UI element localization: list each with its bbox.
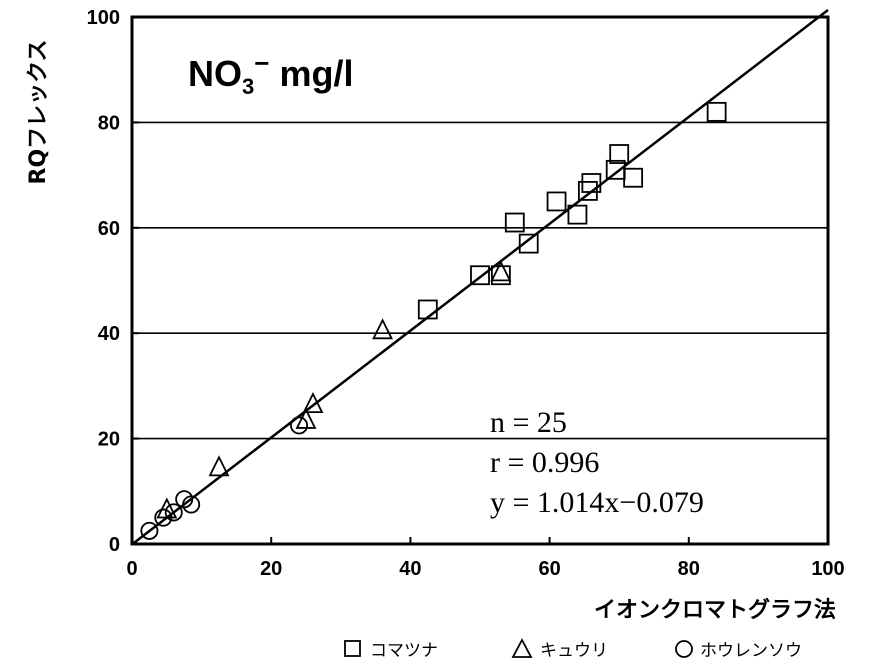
gridlines — [132, 121, 828, 440]
legend-label-horenso: ホウレンソウ — [700, 641, 802, 661]
x-tick-label-80: 80 — [678, 558, 700, 580]
triangle-point-3 — [372, 318, 394, 340]
square-point-12 — [706, 101, 727, 122]
title-main: NO — [188, 53, 242, 94]
title-unit: mg/l — [269, 53, 353, 94]
y-axis-label: RQフレックス — [26, 40, 51, 185]
y-tick-label-20: 20 — [98, 429, 120, 451]
square-point-1 — [470, 265, 490, 286]
legend-circle-icon — [675, 640, 693, 658]
legend-label-komatsuna: コマツナ — [370, 641, 438, 661]
triangle-point-0 — [208, 455, 230, 477]
square-point-6 — [567, 204, 588, 225]
x-tick-label-40: 40 — [399, 558, 421, 580]
circle-point-4 — [182, 495, 201, 514]
chart-title: NO3− mg/l — [188, 48, 353, 99]
circle-point-0 — [140, 521, 159, 540]
annotation-n: n = 25 — [490, 406, 567, 439]
square-point-10 — [609, 144, 630, 164]
regression-line — [131, 9, 829, 546]
legend-label-kyuri: キュウリ — [540, 641, 608, 661]
circle-point-1 — [154, 508, 173, 527]
square-point-4 — [518, 233, 539, 254]
x-tick-label-20: 20 — [260, 558, 282, 580]
square-point-0 — [417, 299, 438, 320]
y-tick-label-100: 100 — [87, 7, 120, 29]
title-superscript: − — [254, 48, 269, 78]
plot-frame — [130, 15, 830, 546]
annotation-equation: y = 1.014x−0.079 — [490, 486, 704, 519]
title-subscript: 3 — [242, 74, 254, 99]
data-points — [140, 101, 727, 540]
triangle-point-4 — [490, 260, 512, 282]
y-tick-label-80: 80 — [98, 112, 120, 134]
square-point-7 — [577, 181, 598, 201]
x-tick-label-100: 100 — [811, 558, 844, 580]
circle-point-2 — [164, 503, 183, 522]
square-point-5 — [546, 191, 567, 212]
square-point-3 — [504, 212, 525, 233]
annotation-r: r = 0.996 — [490, 446, 599, 479]
ticks: 0 20 40 60 80 100 0 20 40 60 80 100 — [87, 7, 845, 580]
legend-triangle-icon — [511, 638, 533, 658]
x-tick-label-0: 0 — [126, 558, 137, 580]
x-axis-label: イオンクロマトグラフ法 — [594, 597, 836, 623]
y-tick-label-0: 0 — [109, 534, 120, 556]
legend: コマツナ キュウリ ホウレンソウ — [344, 638, 802, 661]
legend-square-icon — [344, 640, 361, 657]
y-tick-label-40: 40 — [98, 323, 120, 345]
triangle-point-2 — [302, 391, 324, 414]
square-point-11 — [623, 167, 644, 188]
x-tick-label-60: 60 — [538, 558, 560, 580]
y-tick-label-60: 60 — [98, 218, 120, 240]
square-point-8 — [581, 173, 602, 193]
square-point-2 — [490, 265, 511, 286]
circle-point-5 — [290, 416, 309, 435]
